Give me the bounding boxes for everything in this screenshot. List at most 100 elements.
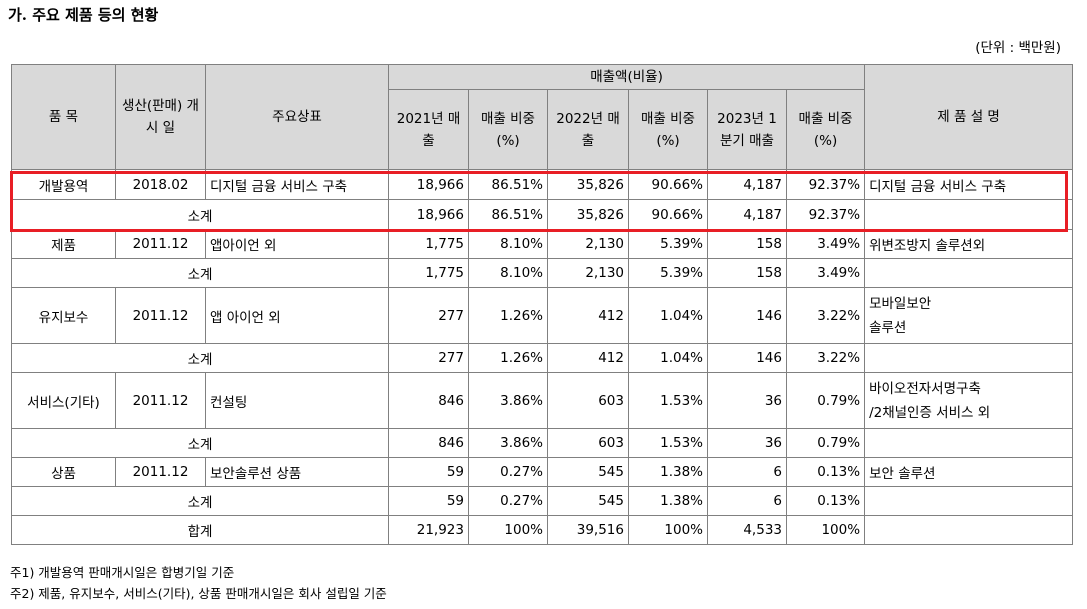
- header-2021-sales: 2021년 매출: [388, 89, 469, 170]
- row-sales-2021: 846: [388, 372, 469, 429]
- row-item: 제품: [11, 229, 116, 259]
- row-ratio-2022: 1.53%: [628, 372, 708, 429]
- row-sales-2022: 2,130: [547, 229, 629, 259]
- row-ratio-2022: 100%: [628, 515, 708, 545]
- header-brand: 주요상표: [205, 64, 389, 170]
- row-ratio-2023q1: 92.37%: [785, 169, 866, 200]
- row-sales-2021: 277: [388, 287, 469, 344]
- header-2022-sales: 2022년 매출: [547, 89, 629, 170]
- row-sales-2021: 1,775: [388, 229, 469, 259]
- row-sales-2023q1: 4,187: [707, 199, 787, 230]
- row-ratio-2021: 86.51%: [468, 199, 548, 230]
- row-ratio-2022: 1.04%: [628, 343, 708, 373]
- footnotes: 주1) 개발용역 판매개시일은 합병기일 기준 주2) 제품, 유지보수, 서비…: [10, 562, 387, 604]
- row-description: [864, 515, 1074, 545]
- row-sales-2023q1: 36: [707, 428, 787, 458]
- row-ratio-2023q1: 0.79%: [785, 428, 866, 458]
- subtotal-row: 소계 277 1.26% 412 1.04% 146 3.22%: [11, 343, 1074, 373]
- header-sales-group: 매출액(비율): [387, 64, 866, 90]
- header-description: 제 품 설 명: [864, 64, 1074, 170]
- row-sales-2022: 412: [547, 343, 629, 373]
- unit-label: (단위 : 백만원): [975, 40, 1061, 56]
- row-sales-2023q1: 158: [707, 229, 787, 259]
- header-start-date: 생산(판매) 개 시 일: [115, 64, 206, 170]
- row-description: 바이오전자서명구축/2채널인증 서비스 외: [864, 372, 1074, 429]
- row-ratio-2023q1: 0.13%: [785, 486, 866, 516]
- row-sales-2021: 59: [388, 486, 469, 516]
- row-sales-2022: 35,826: [547, 169, 629, 200]
- row-sales-2023q1: 158: [707, 258, 787, 288]
- row-ratio-2023q1: 92.37%: [785, 199, 866, 230]
- subtotal-row: 소계 1,775 8.10% 2,130 5.39% 158 3.49%: [11, 258, 1074, 288]
- row-ratio-2023q1: 100%: [785, 515, 866, 545]
- row-ratio-2021: 86.51%: [468, 169, 548, 200]
- row-ratio-2021: 1.26%: [468, 287, 548, 344]
- row-item: 개발용역: [11, 169, 116, 200]
- row-sales-2022: 2,130: [547, 258, 629, 288]
- subtotal-row: 소계 846 3.86% 603 1.53% 36 0.79%: [11, 428, 1074, 458]
- table-row: 유지보수 2011.12 앱 아이언 외 277 1.26% 412 1.04%…: [11, 287, 1074, 344]
- table-row: 개발용역 2018.02 디지털 금융 서비스 구축 18,966 86.51%…: [11, 169, 1074, 200]
- description-line: 모바일보안: [869, 295, 932, 312]
- row-sales-2022: 545: [547, 486, 629, 516]
- row-item: 상품: [11, 457, 116, 487]
- total-row: 합계 21,923 100% 39,516 100% 4,533 100%: [11, 515, 1074, 545]
- row-sales-2021: 59: [388, 457, 469, 487]
- row-sales-2023q1: 146: [707, 287, 787, 344]
- row-sales-2022: 35,826: [547, 199, 629, 230]
- row-ratio-2023q1: 3.49%: [785, 229, 866, 259]
- subtotal-label: 소계: [11, 486, 389, 516]
- total-label: 합계: [11, 515, 389, 545]
- row-sales-2022: 603: [547, 428, 629, 458]
- row-description: [864, 199, 1074, 230]
- row-ratio-2022: 90.66%: [628, 169, 708, 200]
- row-ratio-2022: 1.38%: [628, 457, 708, 487]
- table-row: 서비스(기타) 2011.12 컨설팅 846 3.86% 603 1.53% …: [11, 372, 1074, 429]
- subtotal-label: 소계: [11, 428, 389, 458]
- row-ratio-2023q1: 3.49%: [785, 258, 866, 288]
- description-line: /2채널인증 서비스 외: [869, 404, 991, 421]
- row-ratio-2021: 8.10%: [468, 258, 548, 288]
- footnote: 주1) 개발용역 판매개시일은 합병기일 기준: [10, 565, 235, 580]
- row-brand: 컨설팅: [205, 372, 389, 429]
- row-ratio-2021: 100%: [468, 515, 548, 545]
- row-description: [864, 428, 1074, 458]
- row-sales-2021: 846: [388, 428, 469, 458]
- row-date: 2011.12: [115, 287, 206, 344]
- table-row: 제품 2011.12 앱아이언 외 1,775 8.10% 2,130 5.39…: [11, 229, 1074, 259]
- row-ratio-2021: 0.27%: [468, 457, 548, 487]
- header-2023q1-sales: 2023년 1분기 매출: [707, 89, 787, 170]
- row-ratio-2021: 0.27%: [468, 486, 548, 516]
- row-ratio-2021: 8.10%: [468, 229, 548, 259]
- description-line: 바이오전자서명구축: [869, 380, 981, 397]
- row-sales-2021: 21,923: [388, 515, 469, 545]
- row-date: 2018.02: [115, 169, 206, 200]
- row-description: 디지털 금융 서비스 구축: [864, 169, 1074, 200]
- header-item: 품 목: [11, 64, 116, 170]
- header-ratio-2023q1: 매출 비중 (%): [785, 89, 866, 170]
- row-sales-2023q1: 6: [707, 457, 787, 487]
- row-ratio-2022: 1.04%: [628, 287, 708, 344]
- row-sales-2021: 277: [388, 343, 469, 373]
- row-sales-2022: 545: [547, 457, 629, 487]
- subtotal-row: 소계 59 0.27% 545 1.38% 6 0.13%: [11, 486, 1074, 516]
- table-row: 상품 2011.12 보안솔루션 상품 59 0.27% 545 1.38% 6…: [11, 457, 1074, 487]
- row-date: 2011.12: [115, 372, 206, 429]
- description-line: 솔루션: [869, 319, 907, 336]
- row-ratio-2023q1: 0.13%: [785, 457, 866, 487]
- subtotal-row: 소계 18,966 86.51% 35,826 90.66% 4,187 92.…: [11, 199, 1074, 230]
- row-sales-2023q1: 146: [707, 343, 787, 373]
- row-item: 서비스(기타): [11, 372, 116, 429]
- row-brand: 앱 아이언 외: [205, 287, 389, 344]
- row-description: 보안 솔루션: [864, 457, 1074, 487]
- row-ratio-2022: 90.66%: [628, 199, 708, 230]
- row-sales-2022: 39,516: [547, 515, 629, 545]
- row-ratio-2022: 1.38%: [628, 486, 708, 516]
- row-item: 유지보수: [11, 287, 116, 344]
- row-sales-2023q1: 36: [707, 372, 787, 429]
- row-description: 위변조방지 솔루션외: [864, 229, 1074, 259]
- row-brand: 디지털 금융 서비스 구축: [205, 169, 389, 200]
- row-ratio-2023q1: 3.22%: [785, 287, 866, 344]
- row-ratio-2023q1: 0.79%: [785, 372, 866, 429]
- footnote: 주2) 제품, 유지보수, 서비스(기타), 상품 판매개시일은 회사 설립일 …: [10, 586, 387, 601]
